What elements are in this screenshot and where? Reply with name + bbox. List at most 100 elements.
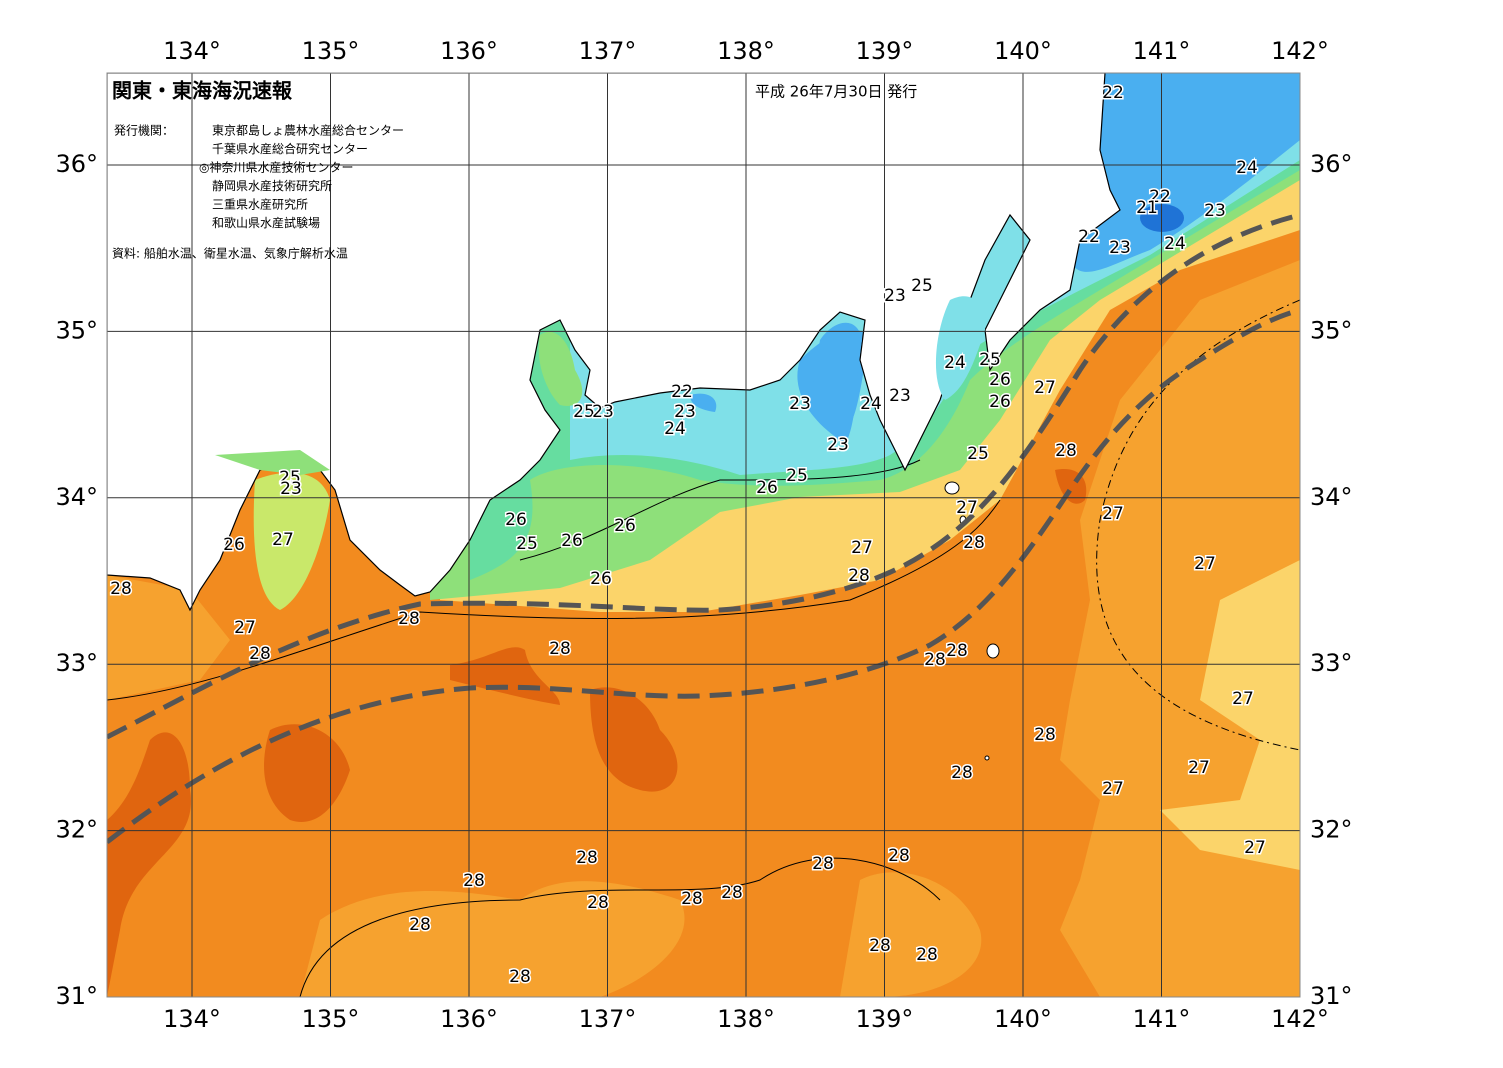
lon-label-bottom: 139° — [856, 1005, 914, 1033]
isotherm-label: 27 — [956, 498, 978, 518]
lon-label-top: 134° — [163, 37, 221, 65]
isotherm-label: 27 — [272, 530, 294, 550]
lon-label-top: 141° — [1133, 37, 1191, 65]
isotherm-label: 27 — [1188, 758, 1210, 778]
lon-label-bottom: 138° — [717, 1005, 775, 1033]
yellow-green-zone — [253, 472, 330, 610]
isotherm-label: 28 — [963, 533, 985, 553]
isotherm-label: 28 — [0, 0, 11, 10]
isotherm-label: 23 — [1109, 238, 1131, 258]
issuer: 静岡県水産技術研究所 — [212, 178, 332, 193]
isotherm-label: 21 — [1136, 198, 1158, 218]
lat-label-right: 32° — [1310, 816, 1353, 844]
isotherm-label: 28 — [249, 644, 271, 664]
isotherm-label: 27 — [1102, 504, 1124, 524]
isotherm-label: 28 — [463, 871, 485, 891]
lon-label-top: 142° — [1271, 37, 1329, 65]
inner-bays — [215, 296, 985, 475]
isotherm-label: 28 — [398, 609, 420, 629]
isotherm-label: 28 — [869, 936, 891, 956]
isotherm-label: 25 — [911, 276, 933, 296]
isotherm-label: 26 — [505, 510, 527, 530]
isotherm-label: 25 — [516, 534, 538, 554]
isotherm-label: 28 — [848, 566, 870, 586]
isotherm-label: 28 — [1034, 725, 1056, 745]
issuer: 三重県水産研究所 — [212, 197, 308, 212]
isotherm-label: 22 — [671, 382, 693, 402]
isotherm-label: 28 — [951, 763, 973, 783]
issuer: 和歌山県水産試験場 — [212, 215, 320, 230]
isotherm-label: 24 — [1236, 158, 1258, 178]
isotherm-label: 28 — [587, 893, 609, 913]
isotherms — [107, 299, 1300, 997]
lon-label-top: 140° — [994, 37, 1052, 65]
isotherm-label: 23 — [674, 402, 696, 422]
lat-label-left: 33° — [55, 649, 98, 677]
isotherm-label: 28 — [916, 945, 938, 965]
isotherm-label: 27 — [1232, 689, 1254, 709]
issuer: 東京都島しょ農林水産総合センター — [212, 123, 404, 138]
lat-label-right: 36° — [1310, 150, 1353, 178]
lon-label-top: 137° — [579, 37, 637, 65]
lon-label-bottom: 142° — [1271, 1005, 1329, 1033]
isotherm-label: 26 — [561, 531, 583, 551]
kuroshio-axis — [107, 212, 1300, 844]
isotherm-label: 28 — [721, 883, 743, 903]
isotherm-label: 25 — [573, 402, 595, 422]
isotherm-label: 23 — [592, 402, 614, 422]
isotherm-label: 26 — [756, 478, 778, 498]
isotherm-label: 24 — [1164, 234, 1186, 254]
lon-label-bottom: 134° — [163, 1005, 221, 1033]
isotherm-label: 26 — [989, 370, 1011, 390]
isotherm-label: 24 — [860, 394, 882, 414]
lat-label-right: 33° — [1310, 649, 1353, 677]
lon-label-top: 138° — [717, 37, 775, 65]
isotherm-label: 23 — [1204, 201, 1226, 221]
lon-label-bottom: 135° — [302, 1005, 360, 1033]
lat-label-left: 35° — [55, 316, 98, 344]
isotherm-label: 28 — [888, 846, 910, 866]
isotherm-label: 26 — [223, 535, 245, 555]
issuers-label: 発行機関： — [114, 123, 174, 138]
isotherm-label: 22 — [1078, 227, 1100, 247]
isotherm-label: 25 — [786, 466, 808, 486]
isotherm-label: 28 — [681, 889, 703, 909]
grid — [107, 73, 1300, 997]
isotherm-label: 27 — [234, 618, 256, 638]
lon-label-top: 139° — [856, 37, 914, 65]
lon-label-bottom: 137° — [579, 1005, 637, 1033]
isotherm-label: 28 — [924, 650, 946, 670]
isotherm-label: 26 — [590, 569, 612, 589]
issuer: ◎神奈川県水産技術センター — [199, 160, 353, 175]
isotherm-label: 27 — [1034, 378, 1056, 398]
lat-label-left: 31° — [55, 982, 98, 1010]
isotherm-label: 28 — [1055, 441, 1077, 461]
isotherm-label: 23 — [889, 386, 911, 406]
isotherm-label: 25 — [279, 468, 301, 488]
map-title: 関東・東海海況速報 — [112, 79, 293, 103]
lat-label-right: 35° — [1310, 316, 1353, 344]
isotherm-label: 26 — [989, 392, 1011, 412]
isotherm-label: 28 — [946, 641, 968, 661]
isotherm-label: 23 — [827, 435, 849, 455]
isotherm-label: 28 — [549, 639, 571, 659]
isotherm-label: 25 — [967, 444, 989, 464]
lon-label-bottom: 141° — [1133, 1005, 1191, 1033]
isotherm-label: 28 — [509, 967, 531, 987]
map-frame — [106, 72, 1301, 998]
isotherm-label: 25 — [979, 350, 1001, 370]
lat-label-right: 31° — [1310, 982, 1353, 1010]
source: 資料: 船舶水温、衛星水温、気象庁解析水温 — [112, 246, 348, 261]
isotherm-label: 24 — [944, 353, 966, 373]
isotherm-label: 22 — [1102, 83, 1124, 103]
isotherm-label: 24 — [664, 419, 686, 439]
axes: 134° 134° 135° 135° 136° 136° 137° 137° 138° 138°… — [55, 37, 1352, 1033]
lat-label-left: 34° — [55, 483, 98, 511]
lon-label-bottom: 140° — [994, 1005, 1052, 1033]
lat-label-left: 36° — [55, 150, 98, 178]
isotherm-label: 28 — [110, 579, 132, 599]
lon-label-top: 136° — [440, 37, 498, 65]
